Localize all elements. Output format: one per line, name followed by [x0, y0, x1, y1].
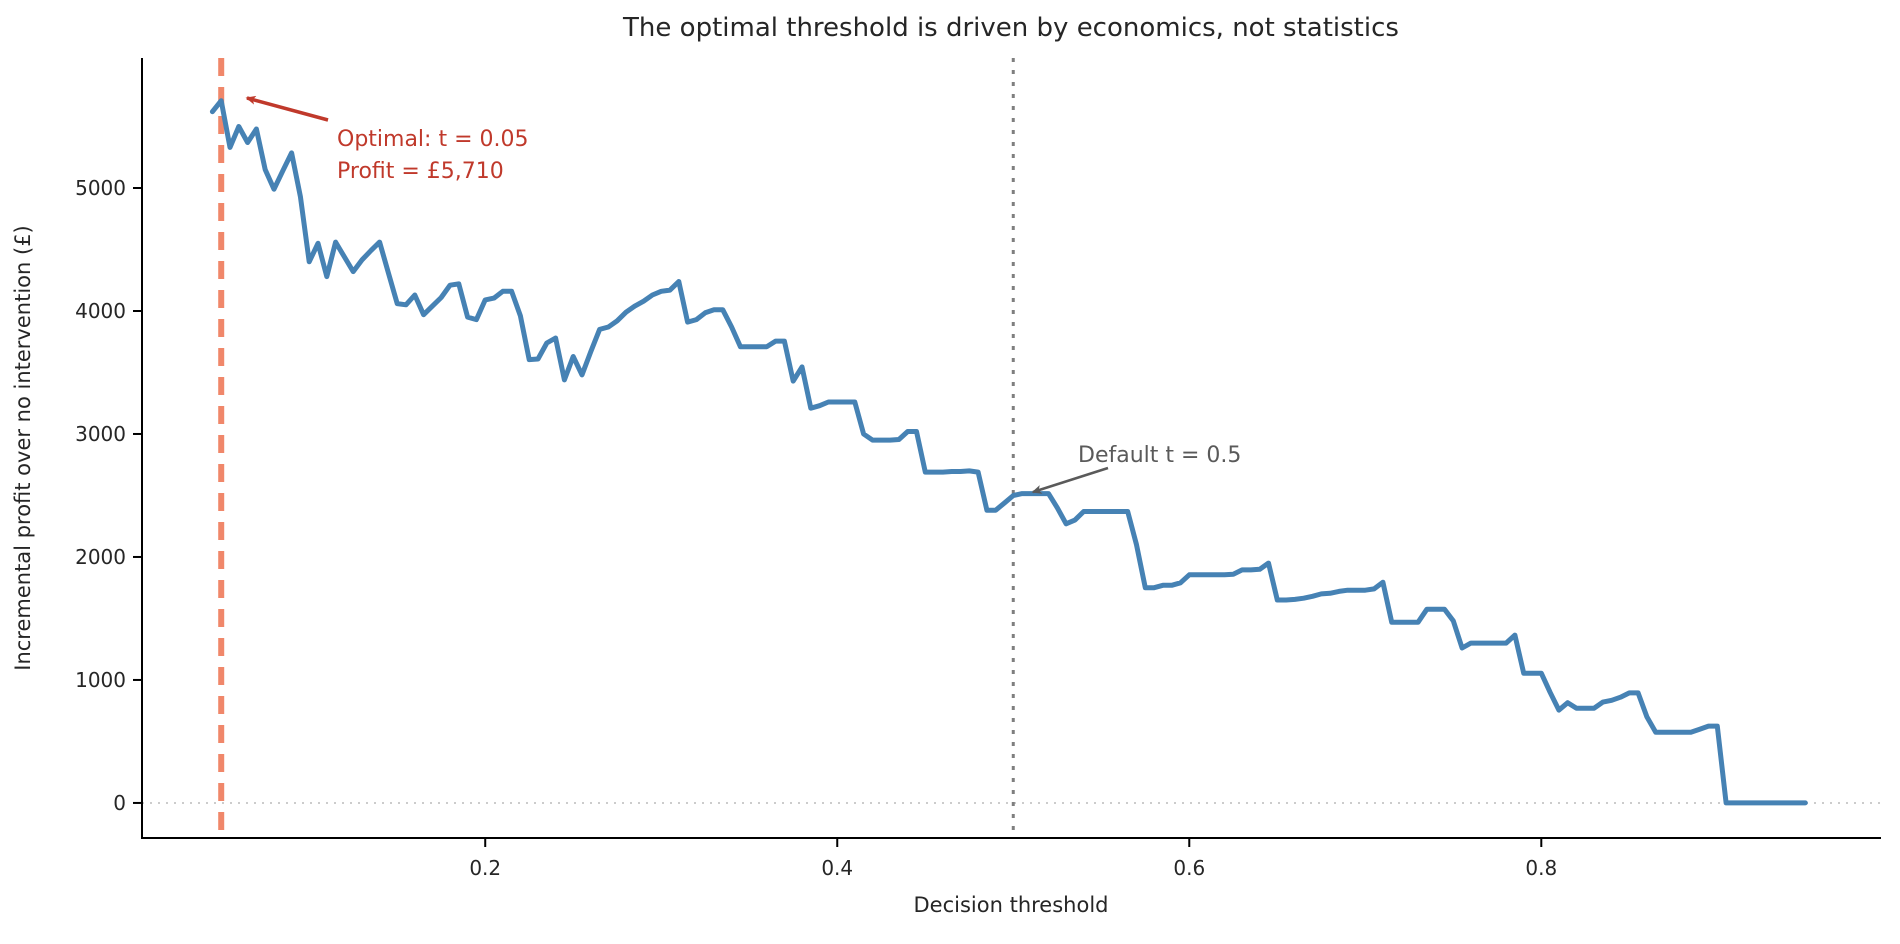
default-annotation-label: Default t = 0.5: [1078, 443, 1241, 468]
threshold-marker-layer: [218, 58, 1015, 838]
default-annotation: Default t = 0.5: [1031, 443, 1241, 494]
optimal-annotation-arrow: [245, 95, 329, 122]
x-tick-label: 0.8: [1525, 856, 1557, 880]
y-tick-label: 5000: [75, 176, 126, 200]
y-tick-label: 3000: [75, 422, 126, 446]
y-tick-label: 0: [113, 791, 126, 815]
x-tick-label: 0.2: [469, 856, 501, 880]
x-axis-label: Decision threshold: [914, 893, 1109, 917]
y-tick-label: 2000: [75, 545, 126, 569]
y-tick-label: 4000: [75, 299, 126, 323]
optimal-annotation: Optimal: t = 0.05 Profit = £5,710: [245, 95, 528, 184]
chart-title: The optimal threshold is driven by econo…: [622, 13, 1399, 43]
y-tick-label: 1000: [75, 668, 126, 692]
profit-line: [209, 98, 1808, 806]
optimal-annotation-line1: Optimal: t = 0.05: [337, 127, 528, 152]
optimal-annotation-line2: Profit = £5,710: [337, 159, 504, 184]
x-tick-label: 0.4: [821, 856, 853, 880]
x-tick-label: 0.6: [1173, 856, 1205, 880]
default-annotation-arrow: [1031, 466, 1109, 494]
series-layer: [209, 98, 1808, 806]
y-axis-label: Incremental profit over no intervention …: [11, 225, 35, 671]
axes-layer: 0.2 0.4 0.6 0.8 0 1000 2000 3000 4000 5000: [75, 58, 1881, 880]
